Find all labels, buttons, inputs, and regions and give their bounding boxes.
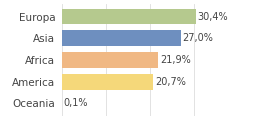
Text: 20,7%: 20,7% bbox=[155, 77, 186, 87]
Text: 27,0%: 27,0% bbox=[183, 33, 214, 43]
Text: 0,1%: 0,1% bbox=[64, 98, 88, 108]
Bar bbox=[62, 9, 196, 24]
Text: 30,4%: 30,4% bbox=[198, 12, 228, 22]
Text: 21,9%: 21,9% bbox=[160, 55, 191, 65]
Bar bbox=[62, 30, 181, 46]
Bar bbox=[62, 74, 153, 90]
Bar bbox=[62, 52, 158, 68]
